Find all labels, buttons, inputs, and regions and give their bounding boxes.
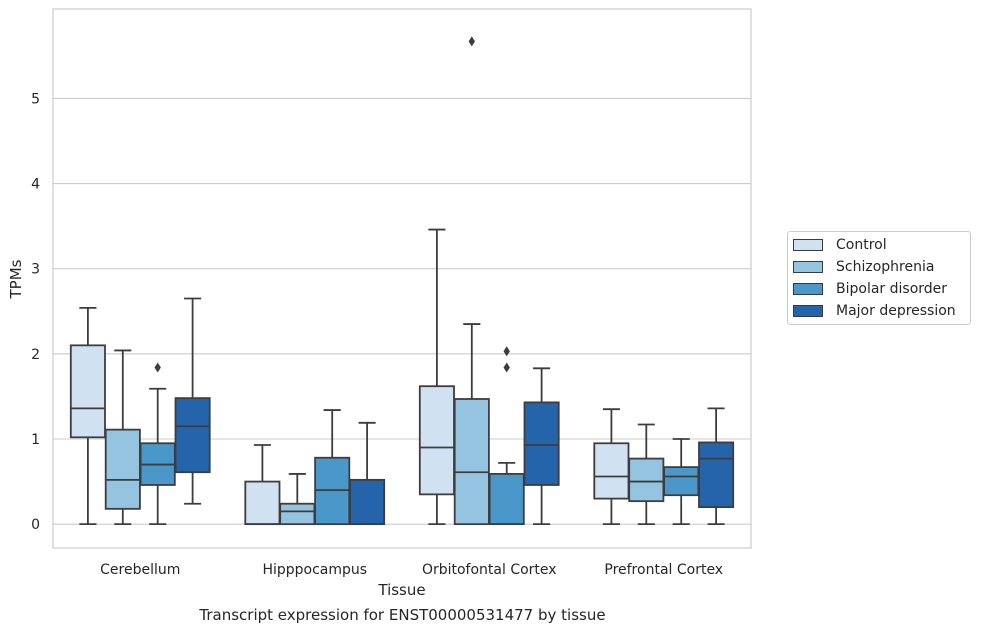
- legend-label-schizophrenia: Schizophrenia: [836, 259, 935, 275]
- chart-caption: Transcript expression for ENST0000053147…: [199, 606, 606, 624]
- box-major-depression-prefrontal-cortex: [698, 407, 735, 526]
- box-major-depression-cerebellum-iqr: [174, 397, 211, 474]
- x-tick-label-orbitofontal-cortex: Orbitofontal Cortex: [422, 562, 557, 578]
- box-major-depression-cerebellum: [174, 297, 211, 505]
- box-schizophrenia-hipppocampus-iqr: [279, 502, 316, 526]
- box-schizophrenia-orbitofontal-cortex-outlier-0: [468, 36, 475, 47]
- box-control-cerebellum-iqr: [69, 344, 106, 439]
- box-major-depression-orbitofontal-cortex-iqr: [523, 401, 560, 486]
- box-major-depression-hipppocampus-iqr: [349, 478, 386, 526]
- box-control-hipppocampus-iqr: [244, 480, 281, 526]
- box-bipolar-disorder-orbitofontal-cortex-outlier-0: [503, 362, 510, 373]
- box-schizophrenia-prefrontal-cortex-iqr: [628, 457, 665, 503]
- box-major-depression-hipppocampus: [349, 421, 386, 526]
- box-schizophrenia-cerebellum-iqr: [104, 428, 141, 510]
- legend-item-bipolar-disorder: Bipolar disorder: [793, 279, 947, 299]
- plot-frame: [52, 8, 752, 549]
- x-axis-label: Tissue: [377, 581, 425, 599]
- legend-label-control: Control: [836, 237, 887, 253]
- box-control-cerebellum: [69, 306, 106, 526]
- y-tick-label-4: 4: [31, 177, 40, 193]
- box-schizophrenia-orbitofontal-cortex: [453, 36, 490, 526]
- box-bipolar-disorder-cerebellum-outlier-0: [154, 362, 161, 373]
- legend-item-schizophrenia: Schizophrenia: [793, 257, 934, 277]
- box-control-orbitofontal-cortex: [418, 228, 455, 526]
- y-tick-label-1: 1: [31, 432, 40, 448]
- box-bipolar-disorder-prefrontal-cortex-iqr: [663, 466, 700, 497]
- box-control-prefrontal-cortex: [593, 408, 630, 526]
- legend-item-major-depression: Major depression: [793, 301, 956, 321]
- box-control-orbitofontal-cortex-iqr: [418, 385, 455, 496]
- boxes: [69, 36, 735, 526]
- box-schizophrenia-cerebellum: [104, 349, 141, 526]
- box-bipolar-disorder-prefrontal-cortex: [663, 438, 700, 526]
- box-schizophrenia-prefrontal-cortex: [628, 423, 665, 526]
- x-tick-label-hipppocampus: Hipppocampus: [262, 562, 367, 578]
- legend-swatch-control: [793, 239, 823, 251]
- box-bipolar-disorder-orbitofontal-cortex-outlier-1: [503, 346, 510, 357]
- box-major-depression-prefrontal-cortex-iqr: [698, 441, 735, 509]
- legend-swatch-bipolar-disorder: [793, 283, 823, 295]
- legend-label-bipolar-disorder: Bipolar disorder: [836, 281, 948, 297]
- y-axis-label: TPMs: [7, 259, 25, 299]
- box-major-depression-orbitofontal-cortex: [523, 367, 560, 526]
- x-tick-label-cerebellum: Cerebellum: [100, 562, 180, 578]
- box-bipolar-disorder-orbitofontal-cortex-iqr: [488, 473, 525, 526]
- y-tick-label-5: 5: [31, 91, 40, 107]
- box-control-prefrontal-cortex-iqr: [593, 442, 630, 500]
- legend: Control Schizophrenia Bipolar disorder M…: [787, 231, 971, 325]
- box-bipolar-disorder-hipppocampus: [314, 409, 351, 526]
- y-tick-labels: 0 1 2 3 4 5: [31, 91, 40, 533]
- box-bipolar-disorder-cerebellum: [139, 362, 176, 526]
- grid-lines: [53, 97, 751, 525]
- legend-item-control: Control: [793, 235, 887, 255]
- y-tick-label-0: 0: [31, 517, 40, 533]
- box-bipolar-disorder-orbitofontal-cortex: [488, 346, 525, 526]
- box-schizophrenia-orbitofontal-cortex-iqr: [453, 398, 490, 526]
- y-tick-label-2: 2: [31, 347, 40, 363]
- y-tick-label-3: 3: [31, 262, 40, 278]
- box-control-hipppocampus: [244, 444, 281, 526]
- legend-swatch-schizophrenia: [793, 261, 823, 273]
- box-schizophrenia-hipppocampus: [279, 473, 316, 526]
- x-tick-labels: Cerebellum Hipppocampus Orbitofontal Corte…: [100, 562, 723, 578]
- legend-label-major-depression: Major depression: [836, 303, 956, 319]
- x-tick-label-prefrontal-cortex: Prefrontal Cortex: [604, 562, 723, 578]
- legend-swatch-major-depression: [793, 305, 823, 317]
